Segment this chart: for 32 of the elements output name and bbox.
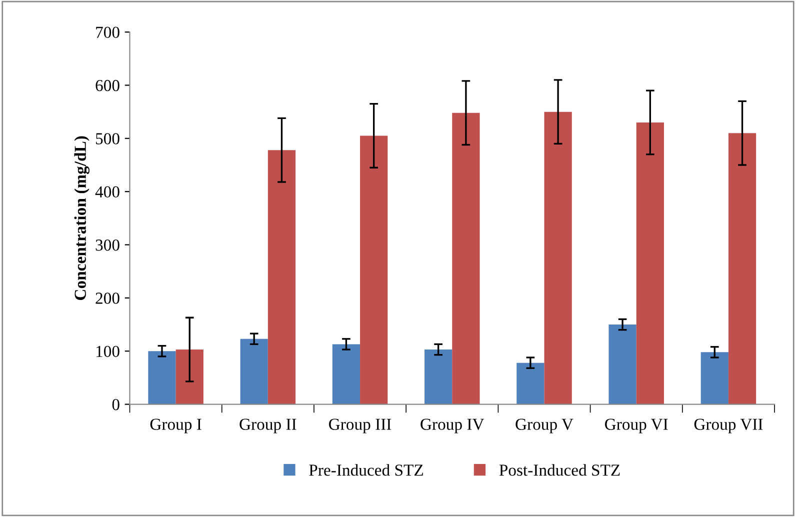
y-tick-label: 300 — [96, 239, 120, 251]
bar — [424, 350, 452, 404]
bar — [700, 352, 728, 404]
y-tick-label: 700 — [96, 26, 120, 38]
x-tick-label: Group I — [150, 418, 202, 434]
bar — [268, 150, 296, 404]
y-tick-label: 100 — [96, 346, 120, 358]
legend-label: Pre-Induced STZ — [309, 464, 423, 476]
x-tick-label: Group II — [240, 418, 296, 434]
y-tick-label: 500 — [96, 133, 120, 144]
bar — [176, 350, 204, 404]
bar — [360, 136, 388, 404]
x-tick-label: Group VII — [694, 418, 763, 434]
bar — [148, 351, 176, 404]
y-axis-title: Concentration (mg/dL) — [74, 136, 90, 300]
bar — [544, 112, 572, 404]
bar — [728, 133, 756, 404]
y-tick-label: 600 — [96, 80, 120, 92]
bar — [636, 122, 664, 404]
legend-label: Post-Induced STZ — [499, 464, 620, 476]
x-tick-label: Group IV — [420, 418, 484, 434]
bar — [240, 338, 268, 404]
x-tick-label: Group V — [516, 418, 574, 434]
x-tick-label: Group III — [329, 418, 392, 434]
bar — [608, 324, 636, 404]
y-tick-label: 0 — [112, 398, 120, 410]
bar — [452, 112, 480, 404]
y-tick-label: 200 — [96, 292, 120, 304]
bar — [332, 344, 360, 404]
y-tick-label: 400 — [95, 186, 120, 198]
x-tick-label: Group VI — [605, 418, 668, 434]
bar — [516, 362, 544, 404]
